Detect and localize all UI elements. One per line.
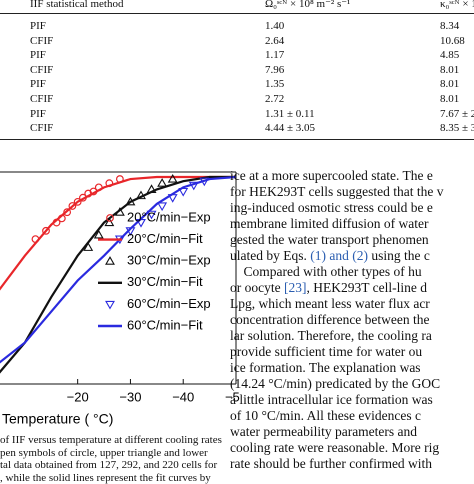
table-header-cell: Ω₀ˢᶜᴺ × 10⁸ m⁻² s⁻¹	[265, 0, 350, 11]
text-span: concentration difference between the	[230, 312, 430, 327]
text-line: of 10 °C/min. All these evidences c	[230, 408, 474, 424]
text-span: ice formation. The explanation was	[230, 360, 421, 375]
text-line: a little intracellular ice formation was	[230, 392, 474, 408]
text-span: provide sufficient time for water ou	[230, 344, 422, 359]
text-span: cooling rate were reasonable. More rig	[230, 440, 439, 455]
table-cell: 7.67 ± 2	[440, 108, 474, 121]
figure-caption: of IIF versus temperature at different c…	[0, 434, 228, 484]
text-span: gested the water transport phenomen	[230, 232, 429, 247]
legend-label: 60°C/min−Fit	[127, 317, 203, 332]
text-span: membrane limited diffusion of water	[230, 216, 428, 231]
x-tick-label: −20	[67, 389, 89, 404]
table-cell: 8.34	[440, 20, 459, 33]
table-cell: 1.31 ± 0.11	[265, 108, 315, 121]
fit-line	[0, 177, 236, 363]
caption-line: , while the solid lines represent the fi…	[0, 472, 228, 484]
text-span: a little intracellular ice formation was	[230, 392, 433, 407]
x-tick-label: −30	[119, 389, 141, 404]
text-line: rate should be further confirmed with	[230, 456, 474, 472]
text-span: water permeability parameters and	[230, 424, 417, 439]
text-line: ice at a more supercooled state. The e	[230, 168, 474, 184]
caption-line: tal data obtained from 127, 292, and 220…	[0, 459, 228, 472]
table-cell: 7.96	[265, 64, 284, 77]
text-span: rate should be further confirmed with	[230, 456, 432, 471]
text-line: lar solution. Therefore, the cooling ra	[230, 328, 474, 344]
table-cell: 2.64	[265, 35, 284, 48]
text-line: water permeability parameters and	[230, 424, 474, 440]
text-line: (14.24 °C/min) predicated by the GOC	[230, 376, 474, 392]
table-cell: 8.01	[440, 78, 459, 91]
text-span: using the c	[368, 248, 430, 263]
text-span: Compared with other types of hu	[230, 264, 422, 279]
text-line: provide sufficient time for water ou	[230, 344, 474, 360]
table-cell: 1.17	[265, 49, 284, 62]
table-cell: 4.85	[440, 49, 459, 62]
text-line: cooling rate were reasonable. More rig	[230, 440, 474, 456]
text-span: for HEK293T cells suggested that the v	[230, 184, 443, 199]
legend-label: 60°C/min−Exp	[127, 296, 211, 311]
text-line: Compared with other types of hu	[230, 264, 474, 280]
text-line: ulated by Eqs. (1) and (2) using the c	[230, 248, 474, 264]
text-span: lar solution. Therefore, the cooling ra	[230, 328, 432, 343]
legend-label: 30°C/min−Exp	[127, 253, 211, 268]
text-line: for HEK293T cells suggested that the v	[230, 184, 474, 200]
text-span: ulated by Eqs.	[230, 248, 310, 263]
table-cell: 1.35	[265, 78, 284, 91]
table-header-cell: κ₀ˢᶜᴺ × 1	[440, 0, 474, 11]
text-line: concentration difference between the	[230, 312, 474, 328]
table-cell: 4.44 ± 3.05	[265, 122, 315, 135]
legend-marker	[106, 301, 114, 308]
table-cell: 8.01	[440, 64, 459, 77]
caption-line: of IIF versus temperature at different c…	[0, 434, 228, 447]
legend-label: 20°C/min−Exp	[127, 209, 211, 224]
reference-link[interactable]: [23]	[284, 280, 307, 295]
text-span: of 10 °C/min. All these evidences c	[230, 408, 421, 423]
text-span: ing-induced osmotic stress could be e	[230, 200, 433, 215]
table-cell: 1.40	[265, 20, 284, 33]
x-axis-label: Temperature ( °C)	[2, 411, 113, 427]
text-span: Lpg, which meant less water flux acr	[230, 296, 430, 311]
chart: Temperature ( °C) −20−30−40−5020°C/min−E…	[0, 0, 240, 432]
legend-marker	[106, 257, 114, 264]
text-line: ing-induced osmotic stress could be e	[230, 200, 474, 216]
text-line: Lpg, which meant less water flux acr	[230, 296, 474, 312]
text-line: or oocyte [23], HEK293T cell-line d	[230, 280, 474, 296]
text-line: membrane limited diffusion of water	[230, 216, 474, 232]
data-point	[158, 179, 166, 186]
text-span: ice at a more supercooled state. The e	[230, 168, 433, 183]
x-tick-label: −40	[172, 389, 194, 404]
table-cell: 2.72	[265, 93, 284, 106]
table-cell: 10.68	[440, 35, 465, 48]
table-cell: 8.01	[440, 93, 459, 106]
caption-line: pen symbols of circle, upper triangle an…	[0, 447, 228, 460]
text-span: or oocyte	[230, 280, 284, 295]
text-line: ice formation. The explanation was	[230, 360, 474, 376]
text-span: (14.24 °C/min) predicated by the GOC	[230, 376, 440, 391]
text-span: , HEK293T cell-line d	[306, 280, 426, 295]
table-cell: 8.35 ± 3	[440, 122, 474, 135]
reference-link[interactable]: (1) and (2)	[310, 248, 368, 263]
legend-label: 30°C/min−Fit	[127, 274, 203, 289]
legend-label: 20°C/min−Fit	[127, 231, 203, 246]
text-line: gested the water transport phenomen	[230, 232, 474, 248]
